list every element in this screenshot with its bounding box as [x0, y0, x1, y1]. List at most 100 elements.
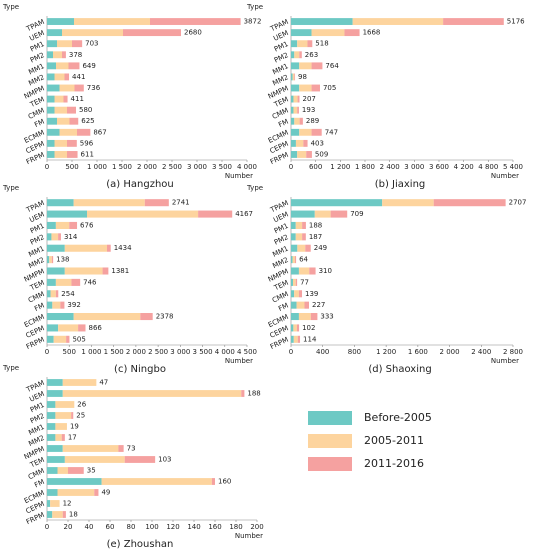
- total-label: 392: [67, 301, 80, 309]
- total-label: 3872: [244, 18, 262, 26]
- bar-segment: [47, 256, 50, 264]
- bar-segment: [47, 456, 65, 463]
- total-label: 676: [80, 221, 94, 229]
- total-label: 98: [298, 73, 307, 81]
- bar-segment: [293, 95, 298, 103]
- bar-segment: [297, 106, 299, 114]
- y-tick-label: MM1: [271, 245, 289, 259]
- x-tick-label: 0: [289, 348, 293, 356]
- x-tick-label: 600: [309, 163, 322, 171]
- total-label: 193: [302, 106, 315, 114]
- bar-segment: [47, 73, 55, 81]
- bar-segment: [297, 151, 307, 158]
- total-label: 139: [305, 290, 318, 298]
- bar-segment: [47, 434, 56, 441]
- total-label: 518: [315, 40, 328, 48]
- bar-segment: [56, 62, 69, 70]
- x-axis-label: Number: [491, 357, 519, 365]
- bar-segment: [291, 51, 295, 59]
- total-label: 102: [302, 324, 315, 332]
- y-axis-label: Type: [2, 184, 19, 192]
- x-tick-label: 400: [316, 348, 329, 356]
- bar-segment: [291, 210, 315, 218]
- x-tick-label: 1 200: [376, 348, 396, 356]
- bar-segment: [47, 511, 53, 518]
- bar-segment: [61, 434, 65, 441]
- bar-segment: [291, 199, 383, 207]
- y-tick-label: MM1: [271, 62, 289, 76]
- bar-segment: [71, 412, 74, 419]
- y-axis-label: Type: [246, 184, 263, 192]
- total-label: 289: [306, 117, 319, 125]
- x-tick-label: 40: [85, 523, 94, 531]
- bar-segment: [53, 335, 67, 343]
- x-tick-label: 2 000: [126, 348, 146, 356]
- total-label: 12: [63, 500, 72, 508]
- x-tick-label: 3 500: [193, 348, 213, 356]
- bar-segment: [54, 73, 65, 81]
- x-tick-label: 5 400: [503, 163, 523, 171]
- bar-segment: [53, 51, 62, 59]
- bar-segment: [59, 84, 75, 92]
- bar-segment: [74, 18, 150, 25]
- bar-segment: [311, 128, 322, 136]
- bar-segment: [211, 478, 215, 485]
- x-tick-label: 200: [250, 523, 263, 531]
- bar-segment: [291, 84, 300, 92]
- bar-segment: [198, 210, 233, 218]
- x-tick-label: 1 500: [112, 163, 132, 171]
- bar-segment: [296, 324, 300, 332]
- bar-segment: [291, 95, 294, 103]
- bar-segment: [67, 139, 77, 147]
- bar-segment: [291, 73, 293, 81]
- bar-segment: [291, 62, 300, 70]
- bar-segment: [297, 335, 301, 343]
- bar-segment: [50, 290, 56, 298]
- bar-segment: [294, 73, 296, 81]
- bar-segment: [309, 267, 316, 275]
- bar-segment: [306, 151, 312, 158]
- bar-segment: [47, 500, 51, 507]
- x-tick-label: 3 000: [170, 348, 190, 356]
- bar-segment: [291, 278, 293, 286]
- bar-segment: [295, 221, 303, 229]
- bar-segment: [55, 278, 72, 286]
- bar-segment: [295, 233, 303, 241]
- x-tick-label: 2 500: [148, 348, 168, 356]
- bar-segment: [299, 84, 312, 92]
- bar-segment: [291, 290, 295, 298]
- bar-segment: [55, 434, 62, 441]
- x-tick-label: 1 500: [104, 348, 124, 356]
- bar-segment: [382, 199, 434, 207]
- bar-segment: [291, 256, 293, 264]
- bar-segment: [47, 467, 58, 474]
- x-tick-label: 2 500: [162, 163, 182, 171]
- bar-segment: [140, 313, 153, 321]
- bar-segment: [294, 290, 299, 298]
- total-label: 509: [315, 150, 328, 158]
- x-tick-label: 1 000: [87, 163, 107, 171]
- bar-segment: [47, 151, 55, 158]
- legend-label: Before-2005: [364, 411, 432, 424]
- bar-segment: [295, 139, 304, 147]
- total-label: 310: [319, 267, 332, 275]
- bar-segment: [74, 84, 84, 92]
- bar-segment: [47, 199, 74, 207]
- bar-segment: [58, 233, 61, 241]
- bar-segment: [297, 244, 306, 252]
- bar-segment: [47, 313, 74, 321]
- bar-segment: [73, 313, 141, 321]
- bar-segment: [124, 456, 156, 463]
- bar-segment: [47, 423, 56, 430]
- bar-segment: [66, 335, 70, 343]
- total-label: 254: [61, 290, 75, 298]
- bar-segment: [52, 301, 61, 309]
- x-axis-label: Number: [225, 172, 253, 180]
- bar-segment: [64, 73, 70, 81]
- x-tick-label: 2 000: [440, 348, 460, 356]
- total-label: 314: [64, 233, 78, 241]
- bar-segment: [443, 18, 504, 25]
- total-label: 249: [314, 244, 327, 252]
- total-label: 1668: [363, 29, 381, 37]
